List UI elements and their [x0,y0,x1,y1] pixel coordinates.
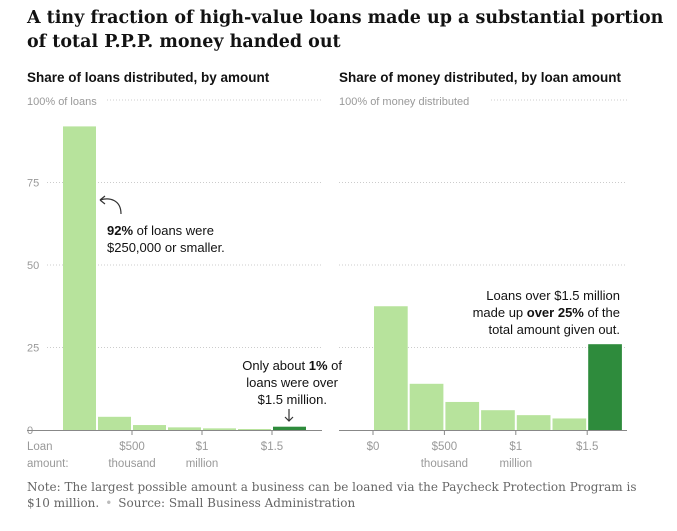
money-annotation-line-2: total amount given out. [488,322,620,337]
loans-annotation-b-line-1: loans were over [246,375,338,390]
money-xtick-label-3: $1.5 [576,441,598,453]
loans-xtick-label-0: $500 [119,441,145,453]
loans-bar-3 [168,427,201,430]
loans-annotation-a2-line-0: $250,000 or smaller. [107,240,225,255]
loans-xlabel-line-0: Loan [27,441,53,453]
money-annotation-line-1: made up over 25% of the [473,305,620,320]
loans-bar-4 [203,428,236,430]
money-xtick-label-2: $1 [509,441,522,453]
headline: A tiny fraction of high-value loans made… [27,8,664,52]
loans-xtick-sub-1: million [186,458,219,470]
money-xtick-label-1: $500 [432,441,458,453]
separator-dot: • [105,496,113,510]
right-panel-title: Share of money distributed, by loan amou… [339,70,622,85]
loans-bar-1 [98,416,131,430]
loans-bar-5 [238,429,271,430]
loans-annotation-b-arrow [284,409,294,422]
loans-bar-2 [133,425,166,430]
money-bar-2 [445,401,480,430]
loans-annotation-a-line-0: 92% of loans were [107,223,214,238]
money-bar-1 [409,383,444,430]
footnote: Note: The largest possible amount a busi… [27,479,647,511]
loans-ytick-25: 25 [27,343,39,355]
loans-ytick-75: 75 [27,178,39,190]
loans-xtick-label-2: $1.5 [261,441,283,453]
source-text: Source: Small Business Administration [118,496,356,510]
money-xtick-sub-2: million [500,458,533,470]
money-bar-5 [552,418,587,430]
money-top-label: 100% of money distributed [339,96,469,108]
money-annotation-line-0: Loans over $1.5 million [486,288,620,303]
note-text: Note: The largest possible amount a busi… [27,480,637,510]
loans-bar-0 [63,126,96,431]
loans-xtick-sub-0: thousand [108,458,155,470]
loans-annotation-arrowhead [99,195,106,205]
left-panel-title: Share of loans distributed, by amount [27,70,270,85]
loans-bar-6 [273,426,306,430]
money-xtick-sub-1: thousand [421,458,468,470]
money-bar-4 [516,415,551,430]
loans-annotation-arrow [99,198,122,215]
money-bar-0 [374,306,408,430]
money-bar-3 [481,410,515,430]
loans-annotation-b-line-0: Only about 1% of [242,358,342,373]
money-xtick-label-0: $0 [367,441,380,453]
loans-top-label: 100% of loans [27,96,97,108]
loans-xlabel-line-1: amount: [27,458,69,470]
loans-ytick-50: 50 [27,260,39,272]
loans-annotation-b-line-2: $1.5 million. [258,392,327,407]
money-bar-6 [588,344,622,430]
loans-xtick-label-1: $1 [196,441,209,453]
